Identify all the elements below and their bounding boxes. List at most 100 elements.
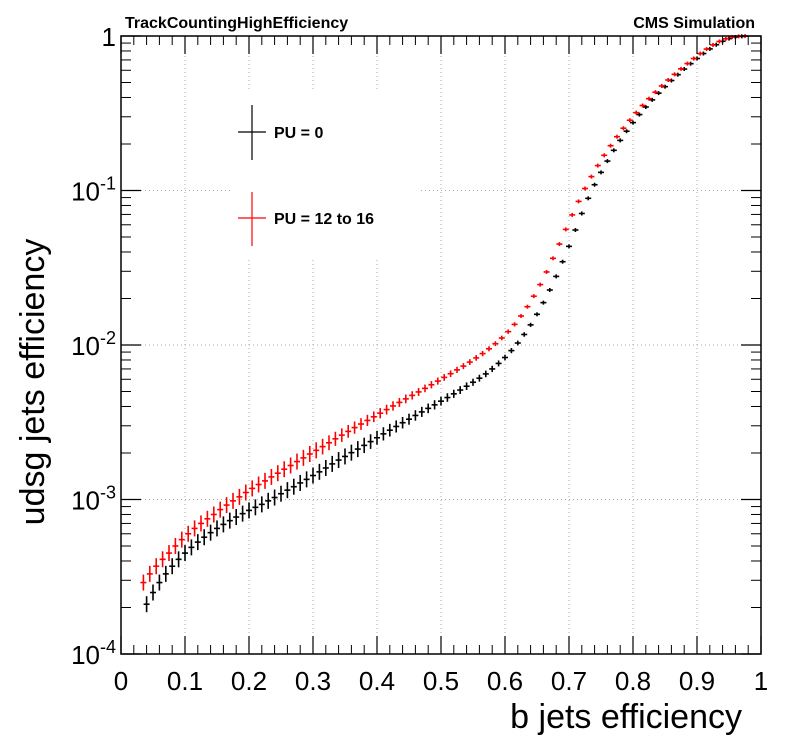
data-point xyxy=(162,565,169,582)
data-point xyxy=(271,489,278,506)
data-point xyxy=(639,103,646,108)
x-tick-label: 0 xyxy=(114,666,128,696)
chart-title-right: CMS Simulation xyxy=(633,15,755,32)
x-tick-label: 0.2 xyxy=(231,666,267,696)
data-point xyxy=(246,502,252,519)
data-point xyxy=(502,354,508,361)
data-point xyxy=(601,153,608,158)
data-point xyxy=(262,472,268,489)
data-point xyxy=(146,565,153,582)
data-point xyxy=(415,387,422,396)
legend-marker-pu0 xyxy=(238,105,266,160)
data-point xyxy=(316,463,323,480)
data-point xyxy=(374,430,380,445)
data-point xyxy=(156,574,163,591)
x-tick-label: 0.9 xyxy=(679,666,715,696)
data-point xyxy=(569,212,576,217)
data-point xyxy=(466,359,473,366)
data-point xyxy=(454,366,460,374)
y-tick-label: 10-4 xyxy=(71,637,116,670)
data-point xyxy=(297,474,304,491)
series-0 xyxy=(143,34,745,613)
data-point xyxy=(274,465,281,482)
data-point xyxy=(540,300,547,305)
data-point xyxy=(342,448,348,465)
data-series xyxy=(140,34,748,613)
data-point xyxy=(412,410,419,421)
data-point xyxy=(534,312,540,317)
data-point xyxy=(642,105,649,110)
data-point xyxy=(294,453,300,470)
data-point xyxy=(553,274,560,279)
data-point xyxy=(239,505,246,522)
data-point xyxy=(444,393,451,402)
data-point xyxy=(252,499,259,516)
data-point xyxy=(166,545,172,562)
data-point xyxy=(537,282,544,287)
data-point xyxy=(249,480,256,497)
data-point xyxy=(655,91,662,96)
data-point xyxy=(188,539,195,556)
data-point xyxy=(620,126,627,131)
x-tick-label: 0.4 xyxy=(359,666,395,696)
data-point xyxy=(182,545,188,562)
data-point xyxy=(306,446,313,463)
data-point xyxy=(172,538,179,555)
data-point xyxy=(223,497,230,514)
data-point xyxy=(281,461,288,478)
data-point xyxy=(498,335,505,341)
data-point xyxy=(383,404,390,415)
data-point xyxy=(236,488,243,505)
data-point xyxy=(684,61,691,66)
data-point xyxy=(626,118,633,123)
data-point xyxy=(530,294,537,299)
data-point xyxy=(585,196,592,201)
data-point xyxy=(143,596,150,613)
data-point xyxy=(268,468,275,485)
data-point xyxy=(284,482,291,499)
data-point xyxy=(169,558,176,575)
data-point xyxy=(457,386,464,394)
data-point xyxy=(716,39,723,44)
data-point xyxy=(646,96,652,101)
data-point xyxy=(345,424,352,438)
data-point xyxy=(588,174,595,179)
data-point xyxy=(335,452,342,469)
data-point xyxy=(217,501,224,518)
data-point xyxy=(329,455,336,472)
data-point xyxy=(649,97,656,102)
data-point xyxy=(598,170,604,175)
data-point xyxy=(364,414,371,427)
data-point xyxy=(140,574,147,591)
data-point xyxy=(604,159,611,164)
x-tick-label: 0.5 xyxy=(423,666,459,696)
x-tick-labels: 0 0.1 0.2 0.3 0.4 0.5 0.6 0.7 0.8 0.9 1 xyxy=(114,666,768,696)
data-point xyxy=(722,36,729,41)
data-point xyxy=(550,256,556,261)
data-point xyxy=(159,551,166,568)
data-point xyxy=(418,406,425,417)
grid xyxy=(121,36,761,654)
data-point xyxy=(486,346,492,352)
data-point xyxy=(671,72,678,77)
data-point xyxy=(450,389,457,398)
data-point xyxy=(351,421,358,434)
data-point xyxy=(559,259,566,264)
data-point xyxy=(697,51,704,56)
data-point xyxy=(313,442,320,459)
legend-label-pu12to16: PU = 12 to 16 xyxy=(274,211,374,228)
data-point xyxy=(614,134,620,139)
data-point xyxy=(434,377,441,385)
data-point xyxy=(489,365,496,373)
data-point xyxy=(492,341,499,347)
data-point xyxy=(399,416,406,429)
data-point xyxy=(636,112,643,117)
data-point xyxy=(338,428,345,442)
x-tick-label: 1 xyxy=(754,666,768,696)
data-point xyxy=(233,509,240,526)
data-point xyxy=(367,434,374,449)
data-point xyxy=(543,269,550,274)
data-point xyxy=(658,83,665,88)
data-point xyxy=(479,350,486,357)
data-point xyxy=(422,384,428,393)
